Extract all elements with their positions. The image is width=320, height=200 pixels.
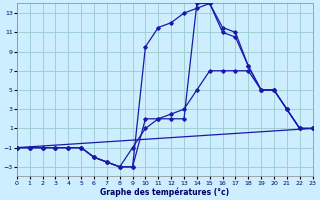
X-axis label: Graphe des températures (°c): Graphe des températures (°c) xyxy=(100,187,229,197)
